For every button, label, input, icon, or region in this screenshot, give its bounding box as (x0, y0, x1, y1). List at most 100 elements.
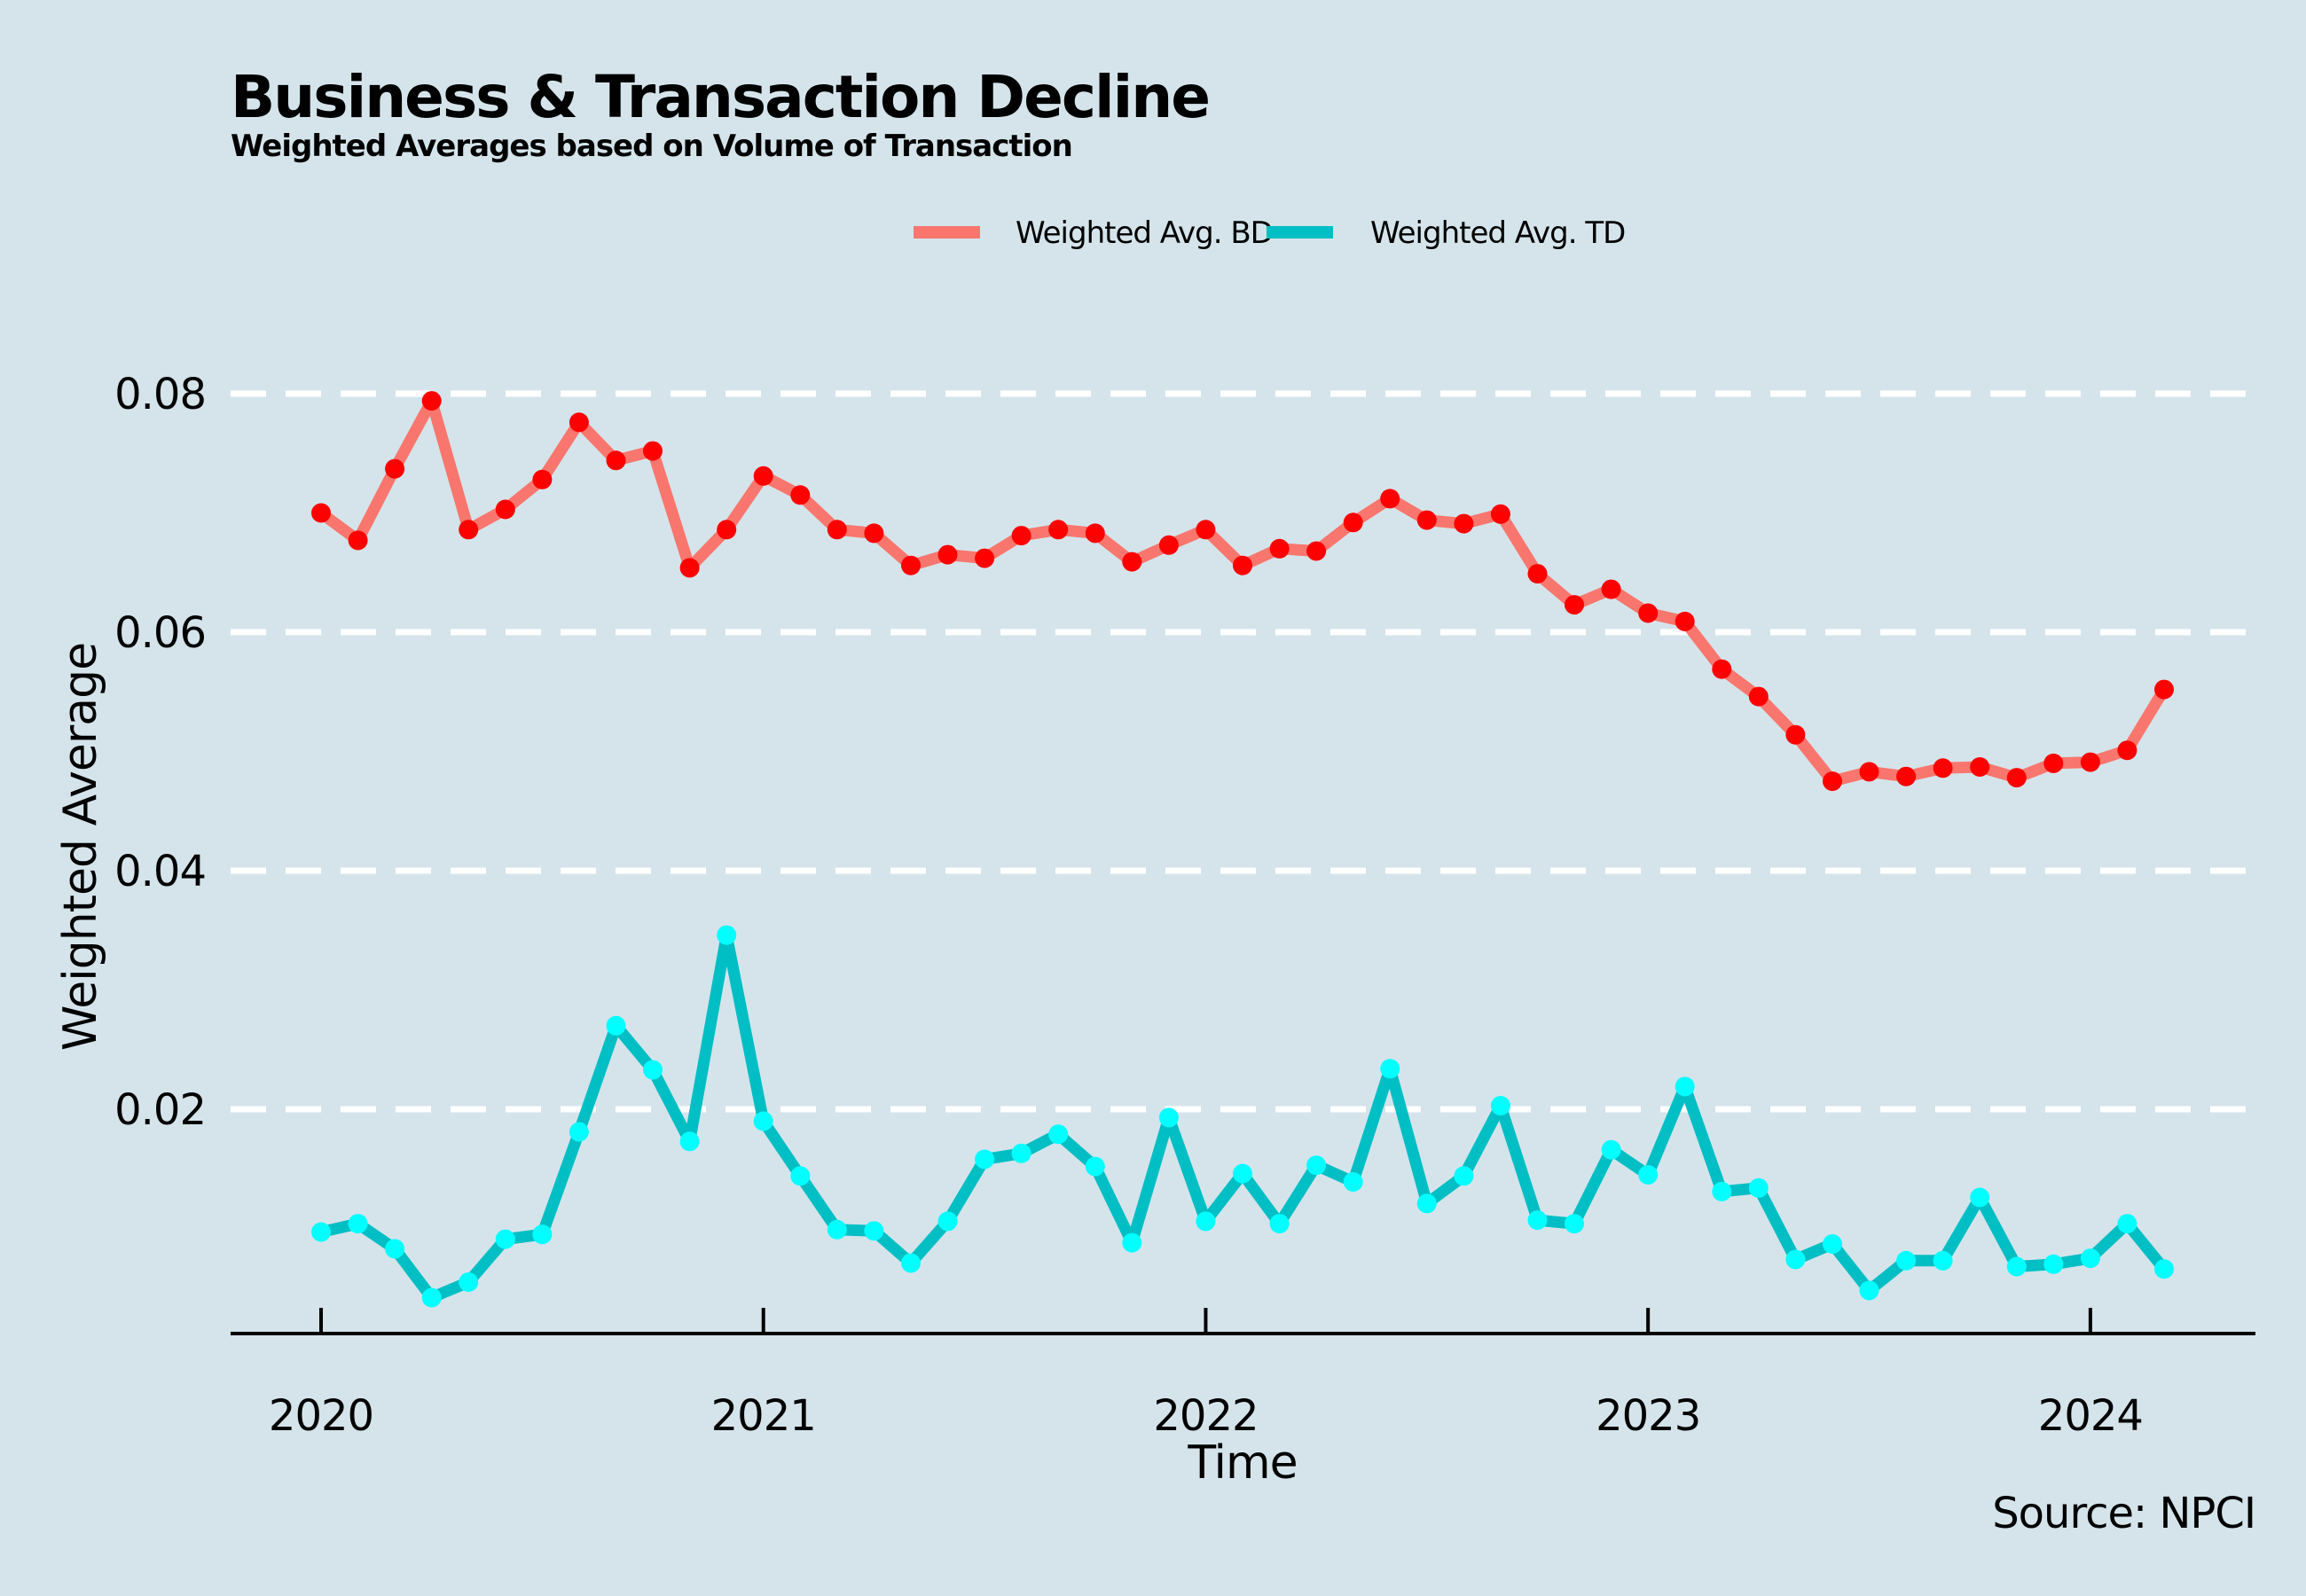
data-point (2043, 753, 2064, 773)
data-point (1785, 724, 1806, 745)
data-point (975, 1149, 995, 1170)
data-point (1601, 579, 1621, 599)
data-point (1527, 1210, 1548, 1231)
data-point (1859, 762, 1879, 782)
data-point (1343, 512, 1363, 533)
data-point (606, 450, 626, 471)
data-point (1785, 1249, 1806, 1270)
series-layer (311, 391, 2174, 1308)
data-point (1933, 1250, 1953, 1271)
data-point (532, 1224, 553, 1245)
x-tick-label: 2021 (711, 1391, 816, 1441)
data-point (1158, 1107, 1179, 1128)
data-point (753, 1111, 773, 1131)
y-tick-label: 0.08 (114, 370, 206, 419)
data-point (901, 555, 921, 575)
data-point (2006, 1256, 2027, 1277)
series-line (315, 395, 2170, 787)
data-point (1416, 1193, 1437, 1214)
data-point (495, 499, 515, 520)
data-point (975, 548, 995, 568)
data-point (1416, 510, 1437, 530)
data-point (1233, 1163, 1252, 1184)
data-point (1122, 1232, 1142, 1253)
data-point (459, 520, 479, 540)
data-point (827, 520, 847, 540)
data-point (679, 558, 700, 578)
data-point (1380, 489, 1400, 509)
data-point (2154, 679, 2174, 700)
data-point (1306, 1155, 1327, 1176)
data-point (717, 520, 737, 540)
series-line (315, 929, 2170, 1303)
data-point (2043, 1254, 2064, 1274)
data-point (1048, 1124, 1069, 1145)
x-tick-label: 2020 (269, 1391, 373, 1441)
data-point (1970, 1187, 1990, 1208)
data-point (717, 925, 737, 945)
data-point (569, 412, 589, 433)
data-point (459, 1272, 479, 1292)
y-axis-ticks: 0.02 0.04 0.06 0.08 (114, 370, 207, 1135)
data-point (1196, 520, 1216, 540)
data-point (1011, 526, 1031, 546)
data-point (1158, 535, 1179, 555)
data-point (1638, 1165, 1659, 1185)
gridlines (231, 390, 2255, 1113)
data-point (790, 1166, 811, 1186)
data-point (385, 1239, 405, 1259)
data-point (421, 391, 442, 411)
data-point (1565, 1214, 1584, 1234)
data-point (2154, 1259, 2174, 1279)
data-point (679, 1131, 700, 1152)
data-point (864, 1221, 884, 1241)
data-point (1380, 1059, 1400, 1079)
data-point (643, 441, 663, 461)
y-axis-title: Weighted Average (54, 643, 107, 1051)
data-point (1306, 541, 1327, 561)
data-point (348, 530, 368, 551)
x-axis-title: Time (1187, 1436, 1297, 1490)
data-point (311, 503, 331, 523)
data-point (1233, 555, 1252, 575)
data-point (532, 469, 553, 489)
data-point (1823, 1234, 1842, 1254)
data-point (1933, 758, 1953, 778)
data-point (421, 1287, 442, 1308)
data-point (1601, 1139, 1621, 1160)
data-point (1269, 1214, 1290, 1234)
data-point (2080, 1248, 2100, 1269)
legend-label-td: Weighted Avg. TD (1370, 215, 1625, 251)
data-point (1527, 564, 1548, 584)
source-caption: Source: NPCI (1992, 1489, 2255, 1538)
data-point (569, 1122, 589, 1142)
data-point (1454, 513, 1474, 534)
series-0 (311, 391, 2174, 792)
x-tick-label: 2023 (1596, 1391, 1700, 1441)
y-tick-label: 0.02 (114, 1085, 206, 1135)
chart-title: Business & Transaction Decline (231, 63, 1209, 131)
y-tick-label: 0.06 (114, 608, 206, 658)
data-point (348, 1214, 368, 1234)
data-point (1490, 504, 1510, 524)
series-1 (311, 925, 2174, 1308)
data-point (1896, 766, 1917, 786)
legend: Weighted Avg. BD Weighted Avg. TD (914, 215, 1626, 251)
legend-label-bd: Weighted Avg. BD (1016, 215, 1273, 251)
data-point (1011, 1143, 1031, 1163)
data-point (1748, 686, 1769, 707)
data-point (1712, 1181, 1732, 1201)
data-point (937, 544, 958, 565)
data-point (1565, 595, 1584, 615)
data-point (495, 1229, 515, 1249)
x-axis-ticks: 2020 2021 2022 2023 2024 (269, 1308, 2144, 1441)
data-point (1048, 520, 1069, 540)
data-point (385, 458, 405, 479)
data-point (753, 466, 773, 486)
data-point (1638, 603, 1659, 623)
data-point (1712, 659, 1732, 679)
data-point (1896, 1250, 1917, 1271)
x-tick-label: 2022 (1153, 1391, 1258, 1441)
